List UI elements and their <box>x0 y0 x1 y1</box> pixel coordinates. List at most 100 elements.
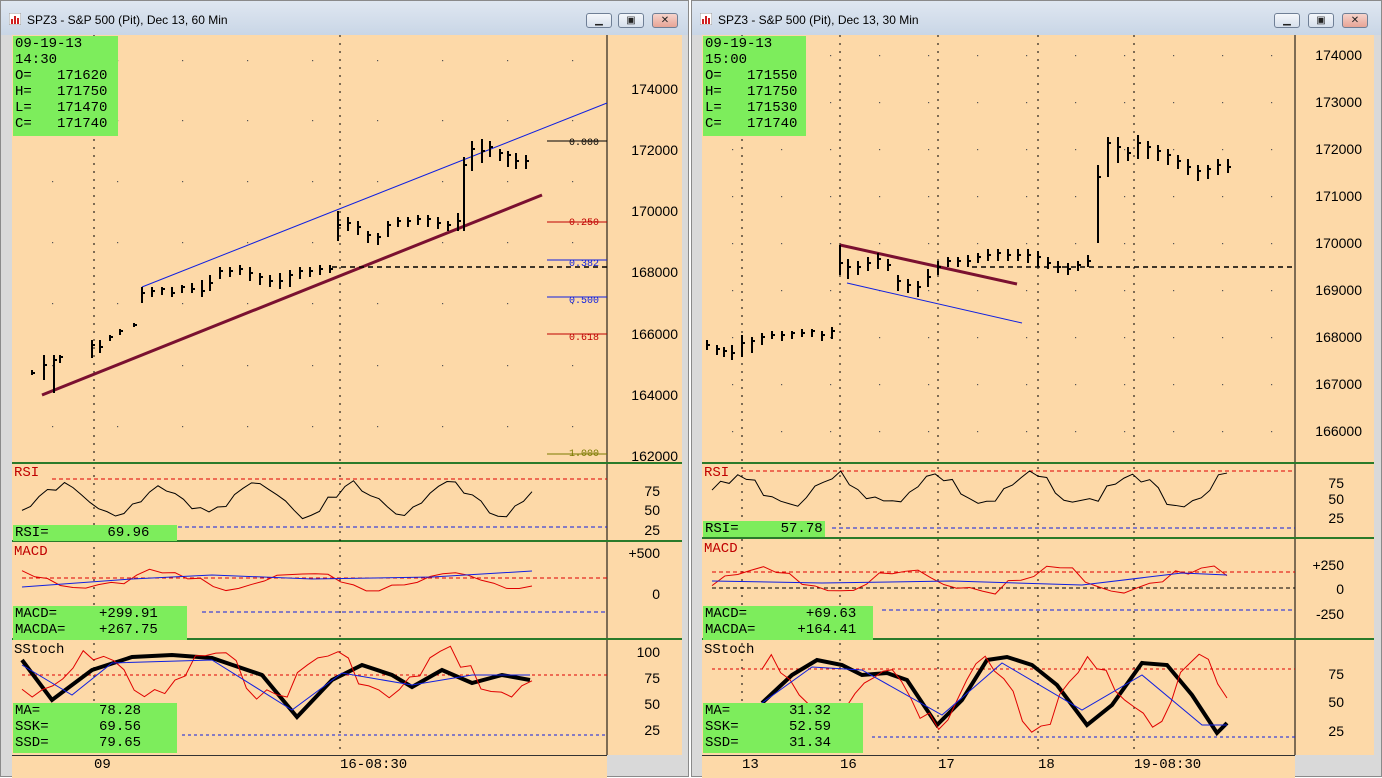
grid-dot <box>1075 384 1077 386</box>
bar-open: O= 171620 <box>15 68 108 84</box>
rsi-tick: 25 <box>644 522 660 538</box>
grid-dot <box>1026 431 1028 433</box>
grid-dot <box>442 426 444 428</box>
grid-dot <box>312 120 314 122</box>
time-label: 19-08:30 <box>1134 757 1202 773</box>
grid-dot <box>1124 196 1126 198</box>
grid-dot <box>928 337 930 339</box>
grid-dot <box>507 60 509 62</box>
grid-dot <box>507 426 509 428</box>
grid-dot <box>830 55 832 57</box>
grid-dot <box>117 181 119 183</box>
grid-dot <box>732 431 734 433</box>
grid-dot <box>572 60 574 62</box>
sstoch-values: MA= 31.32 SSK= 52.59 SSD= 31.34 <box>703 703 863 753</box>
bar-open: O= 171550 <box>705 68 798 84</box>
grid-dot <box>977 102 979 104</box>
grid-dot <box>1026 149 1028 151</box>
rsi-label: RSI <box>704 465 730 481</box>
grid-dot <box>830 384 832 386</box>
grid-dot <box>572 365 574 367</box>
grid-dot <box>1271 431 1273 433</box>
rsi-tick: 75 <box>644 483 660 499</box>
right-time-axis[interactable]: 13 16 17 18 19-08:30 <box>702 755 1295 778</box>
grid-dot <box>117 303 119 305</box>
grid-dot <box>781 149 783 151</box>
grid-dot <box>781 243 783 245</box>
bar-time: 14:30 <box>15 52 58 68</box>
ohlc-panel: 09-19-13 15:00 O= 171550 H= 171750 L= 17… <box>703 36 806 136</box>
sstoch-tick: 50 <box>1328 694 1344 710</box>
minimize-button[interactable]: ▁ <box>1274 13 1300 28</box>
grid-dot <box>247 426 249 428</box>
grid-dot <box>1222 196 1224 198</box>
minimize-button[interactable]: ▁ <box>586 13 612 28</box>
grid-dot <box>312 60 314 62</box>
grid-dot <box>1026 384 1028 386</box>
right-chart-window[interactable]: SPZ3 - S&P 500 (Pit), Dec 13, 30 Min ▁ ▣… <box>691 0 1382 778</box>
left-chart-window[interactable]: SPZ3 - S&P 500 (Pit), Dec 13, 60 Min ▁ ▣… <box>0 0 689 778</box>
close-button[interactable]: ✕ <box>652 13 678 28</box>
grid-dot <box>1075 337 1077 339</box>
rsi-tick: 25 <box>1328 510 1344 526</box>
grid-dot <box>879 102 881 104</box>
right-chart-area[interactable]: 09-19-13 15:00 O= 171550 H= 171750 L= 17… <box>702 35 1374 755</box>
grid-dot <box>247 181 249 183</box>
macd-line <box>21 568 533 592</box>
grid-dot <box>247 120 249 122</box>
grid-dot <box>732 196 734 198</box>
grid-dot <box>977 431 979 433</box>
right-title-bar[interactable]: SPZ3 - S&P 500 (Pit), Dec 13, 30 Min ▁ ▣… <box>692 1 1381 35</box>
bar-low: L= 171470 <box>15 100 108 116</box>
grid-dot <box>928 55 930 57</box>
grid-dot <box>507 181 509 183</box>
grid-dot <box>247 60 249 62</box>
grid-dot <box>1075 431 1077 433</box>
restore-button[interactable]: ▣ <box>1308 13 1334 28</box>
grid-dot <box>830 102 832 104</box>
price-tick: 174000 <box>631 81 678 97</box>
restore-icon: ▣ <box>1316 15 1326 26</box>
grid-dot <box>442 60 444 62</box>
grid-dot <box>977 384 979 386</box>
price-tick: 168000 <box>1315 329 1362 345</box>
grid-dot <box>52 181 54 183</box>
macd-label: MACD <box>704 541 738 557</box>
grid-dot <box>830 337 832 339</box>
price-tick: 166000 <box>1315 423 1362 439</box>
restore-button[interactable]: ▣ <box>618 13 644 28</box>
sstoch-tick: 75 <box>644 670 660 686</box>
grid-dot <box>377 60 379 62</box>
close-button[interactable]: ✕ <box>1342 13 1368 28</box>
macd-values: MACD= +69.63 MACDA= +164.41 <box>703 606 873 640</box>
grid-dot <box>1026 290 1028 292</box>
grid-dot <box>247 242 249 244</box>
left-chart-area[interactable]: 09-19-13 14:30 O= 171620 H= 171750 L= 17… <box>12 35 682 755</box>
left-time-axis[interactable]: 09 16-08:30 <box>12 755 607 778</box>
channel-line <box>141 102 608 288</box>
grid-dot <box>879 337 881 339</box>
grid-dot <box>312 242 314 244</box>
grid-dot <box>182 303 184 305</box>
fib-level-label: 0.382 <box>569 259 600 270</box>
grid-dot <box>928 290 930 292</box>
grid-dot <box>1124 102 1126 104</box>
macda-line <box>21 570 533 588</box>
grid-dot <box>1271 384 1273 386</box>
grid-dot <box>879 149 881 151</box>
grid-dot <box>1173 102 1175 104</box>
grid-dot <box>1173 431 1175 433</box>
macd-label: MACD <box>14 544 48 560</box>
grid-dot <box>977 55 979 57</box>
grid-dot <box>1222 55 1224 57</box>
price-tick: 166000 <box>631 326 678 342</box>
restore-icon: ▣ <box>626 15 636 26</box>
rsi-line <box>21 480 533 520</box>
window-title: SPZ3 - S&P 500 (Pit), Dec 13, 30 Min <box>718 13 919 27</box>
grid-dot <box>442 242 444 244</box>
sstoch-tick: 75 <box>1328 666 1344 682</box>
fib-level-label: 0.000 <box>569 138 600 149</box>
left-title-bar[interactable]: SPZ3 - S&P 500 (Pit), Dec 13, 60 Min ▁ ▣… <box>1 1 688 35</box>
rsi-tick: 50 <box>644 502 660 518</box>
bar-date: 09-19-13 <box>705 36 773 52</box>
